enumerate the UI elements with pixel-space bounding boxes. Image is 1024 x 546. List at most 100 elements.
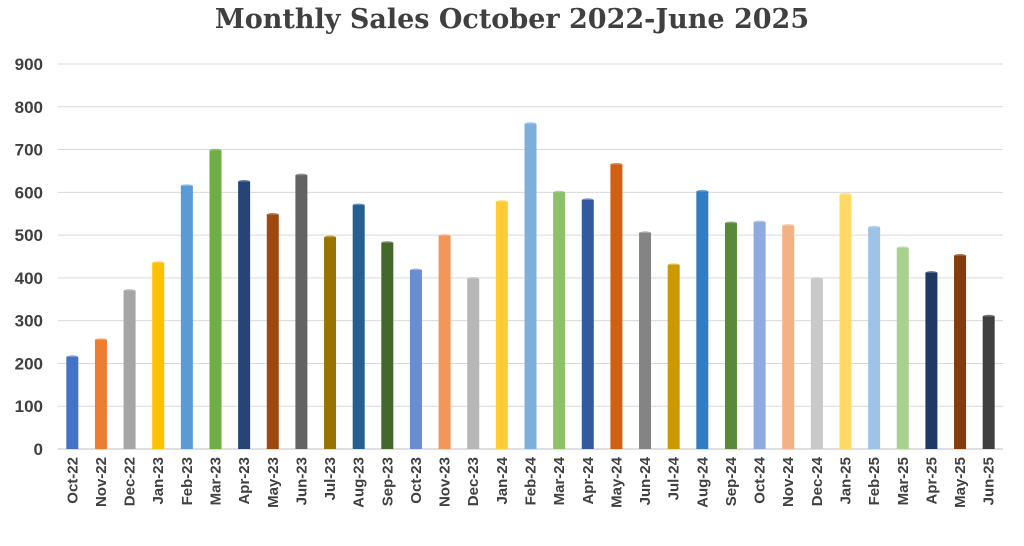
y-tick-label: 400 xyxy=(15,269,43,288)
y-tick-label: 700 xyxy=(15,141,43,160)
bar-cap xyxy=(467,277,480,281)
bar-cap xyxy=(581,198,594,202)
x-tick-label: Jan-23 xyxy=(150,457,167,505)
y-tick-label: 500 xyxy=(15,226,43,245)
x-tick-label: Jan-24 xyxy=(494,456,511,504)
x-tick-label: Apr-24 xyxy=(580,456,597,504)
bars xyxy=(66,122,995,450)
bar xyxy=(954,255,967,449)
bar-cap xyxy=(495,200,508,204)
y-tick-label: 800 xyxy=(15,98,43,117)
x-tick-label: Mar-25 xyxy=(895,457,912,505)
bar-cap xyxy=(238,180,251,184)
x-tick-label: Jul-23 xyxy=(322,457,339,500)
bar-cap xyxy=(667,263,680,267)
bar xyxy=(495,201,508,449)
bar xyxy=(324,237,337,449)
x-tick-label: Feb-25 xyxy=(866,457,883,505)
bar-cap xyxy=(639,231,652,235)
x-tick-label: Jun-24 xyxy=(637,456,654,505)
x-tick-label: Oct-22 xyxy=(64,457,81,504)
bar-cap xyxy=(696,189,709,194)
bar-cap xyxy=(954,254,967,258)
bar-cap xyxy=(324,235,337,239)
x-tick-label: Sep-24 xyxy=(723,456,740,506)
x-tick-label: Apr-25 xyxy=(923,457,940,505)
bar-cap xyxy=(381,241,394,245)
bar-cap xyxy=(982,314,995,318)
bar xyxy=(810,278,823,449)
bar-cap xyxy=(66,355,79,359)
bar xyxy=(180,185,193,449)
bar-cap xyxy=(152,261,165,265)
bar-cap xyxy=(782,224,795,228)
y-tick-label: 100 xyxy=(15,397,43,416)
bar-cap xyxy=(295,173,308,177)
bar-cap xyxy=(839,192,852,197)
bar-cap xyxy=(94,338,107,342)
bar-cap xyxy=(925,271,938,275)
bar-cap xyxy=(553,190,566,194)
bar xyxy=(753,222,766,449)
bar-cap xyxy=(610,162,623,167)
bar-cap xyxy=(180,184,193,188)
x-tick-label: May-23 xyxy=(265,457,282,508)
y-tick-label: 600 xyxy=(15,183,43,202)
x-tick-label: Feb-23 xyxy=(179,457,196,505)
bar xyxy=(868,227,881,449)
x-tick-label: Nov-22 xyxy=(93,457,110,507)
x-tick-label: Nov-24 xyxy=(780,456,797,507)
bar xyxy=(639,232,652,449)
bar xyxy=(896,247,909,449)
x-tick-label: Aug-23 xyxy=(351,457,368,508)
bar xyxy=(696,191,709,449)
bar xyxy=(667,265,680,449)
bar xyxy=(66,357,79,449)
bar xyxy=(438,235,451,449)
bar xyxy=(152,262,165,449)
x-tick-label: May-25 xyxy=(952,457,969,508)
bar xyxy=(839,194,852,449)
bar xyxy=(982,316,995,449)
bar-cap xyxy=(868,225,881,230)
bar-cap xyxy=(896,246,909,250)
bar-cap xyxy=(753,220,766,224)
y-axis-ticks: 0 100 200 300 400 500 600 700 800 900 xyxy=(15,55,43,459)
x-tick-label: May-24 xyxy=(608,456,625,508)
x-tick-label: Oct-23 xyxy=(408,457,425,504)
bar xyxy=(266,214,279,449)
x-tick-label: Jun-23 xyxy=(293,457,310,505)
bar xyxy=(524,123,537,449)
y-tick-label: 300 xyxy=(15,312,43,331)
x-tick-label: Feb-24 xyxy=(523,456,540,505)
bar-cap xyxy=(438,234,451,238)
bar xyxy=(553,192,566,450)
bar xyxy=(295,175,308,449)
bar-cap xyxy=(209,148,222,153)
bar-cap xyxy=(123,289,136,293)
bar-cap xyxy=(409,268,422,272)
bar xyxy=(610,164,623,449)
bar xyxy=(209,150,222,449)
x-tick-label: Jan-25 xyxy=(838,457,855,505)
x-tick-label: Dec-24 xyxy=(809,456,826,506)
bar xyxy=(123,290,136,449)
y-tick-label: 900 xyxy=(15,55,43,74)
bar xyxy=(409,270,422,449)
bar-cap xyxy=(724,221,737,225)
y-tick-label: 0 xyxy=(34,440,43,459)
x-tick-label: Jun-25 xyxy=(981,457,998,505)
bar-cap xyxy=(524,122,537,126)
bar xyxy=(238,181,251,449)
bar-cap xyxy=(352,203,365,207)
bar xyxy=(94,339,107,449)
bar xyxy=(352,205,365,449)
y-tick-label: 200 xyxy=(15,354,43,373)
bar xyxy=(381,242,394,449)
x-axis-ticks: Oct-22 Nov-22 Dec-22 Jan-23 Feb-23 Mar-23 Apr-… xyxy=(64,456,997,508)
bar-cap xyxy=(810,277,823,281)
bar-cap xyxy=(266,212,279,217)
x-tick-label: Nov-23 xyxy=(437,457,454,507)
